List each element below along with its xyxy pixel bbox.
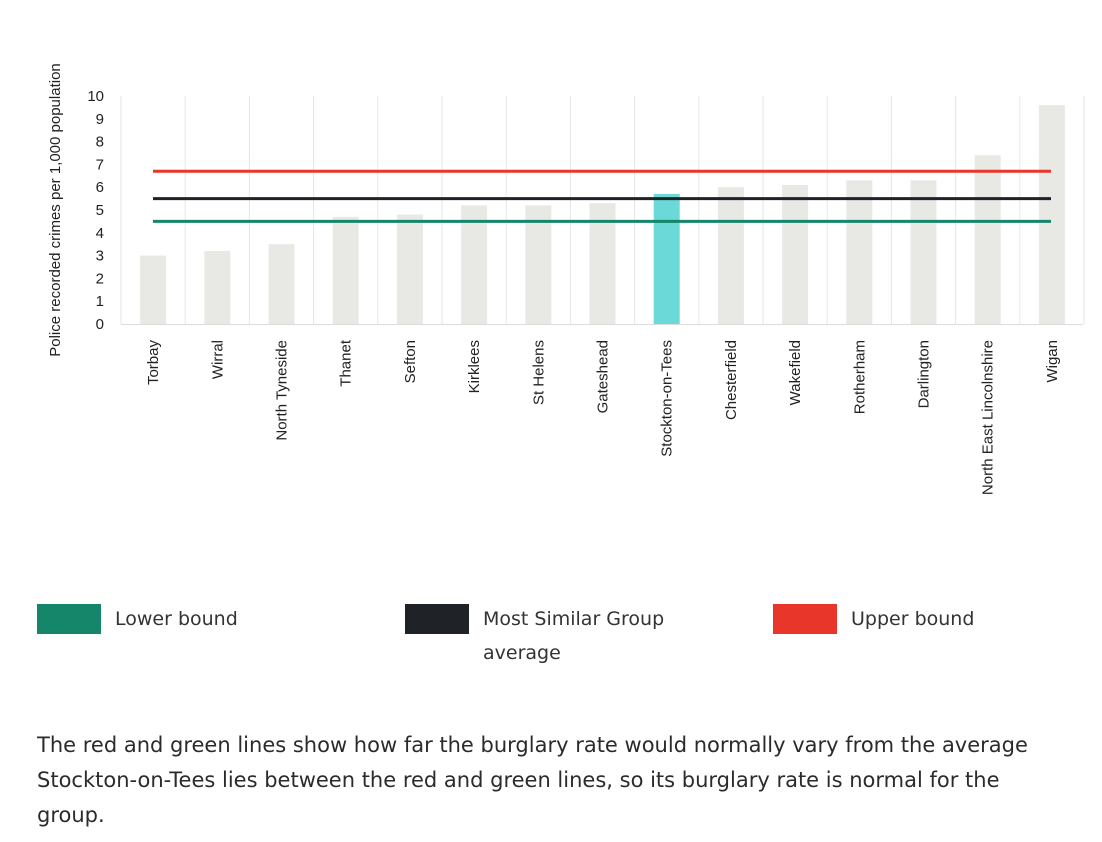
y-tick-label: 10: [87, 88, 104, 105]
bar-darlington: [910, 180, 937, 324]
y-tick-label: 0: [96, 316, 104, 333]
x-category-label: Wigan: [1044, 340, 1061, 383]
x-category-label: Gateshead: [595, 340, 612, 413]
legend-label-average-line2: average: [483, 642, 561, 664]
bar-torbay: [140, 255, 167, 324]
y-tick-label: 2: [96, 270, 104, 287]
bar-st-helens: [525, 205, 552, 324]
chart-legend: Lower bound Most Similar Group average U…: [0, 604, 1102, 684]
bar-sefton: [396, 214, 423, 324]
legend-label-average: Most Similar Group average: [483, 602, 693, 670]
bar-wigan: [1038, 105, 1065, 325]
x-category-label: Wirral: [209, 340, 226, 379]
chart-explanation-text: The red and green lines show how far the…: [37, 728, 1097, 833]
y-tick-label: 5: [96, 202, 104, 219]
bar-rotherham: [846, 180, 873, 324]
x-category-label: Darlington: [916, 340, 933, 408]
legend-label-lower-bound: Lower bound: [115, 608, 238, 630]
bar-wirral: [204, 251, 231, 324]
x-category-label: North East Lincolnshire: [980, 340, 997, 495]
legend-swatch-upper-bound: [773, 604, 837, 634]
caption-line-1: The red and green lines show how far the…: [37, 733, 1028, 757]
legend-item-average: Most Similar Group average: [405, 604, 693, 670]
bar-kirklees: [461, 205, 488, 324]
x-category-label: Rotherham: [851, 340, 868, 414]
x-category-label: Torbay: [145, 340, 162, 386]
legend-label-average-line1: Most Similar Group: [483, 608, 665, 630]
caption-line-3: group.: [37, 803, 105, 827]
x-category-label: Chesterfield: [723, 340, 740, 420]
x-category-label: Wakefield: [787, 340, 804, 405]
bar-gateshead: [589, 203, 616, 324]
x-category-label: Sefton: [402, 340, 419, 383]
x-category-label: North Tyneside: [274, 340, 291, 441]
legend-swatch-lower-bound: [37, 604, 101, 634]
legend-item-upper-bound: Upper bound: [773, 604, 1061, 636]
y-tick-label: 4: [96, 225, 104, 242]
caption-line-2: Stockton-on-Tees lies between the red an…: [37, 768, 1000, 792]
legend-swatch-average: [405, 604, 469, 634]
x-category-label: Thanet: [338, 339, 355, 387]
x-category-label: Kirklees: [466, 340, 483, 393]
bar-wakefield: [782, 184, 809, 324]
bar-chart: 0 1 2 3 4 5 6 7 8 9 10 Police recorded crimes per 1…: [47, 63, 1085, 495]
y-tick-label: 7: [96, 156, 104, 173]
bar-thanet: [332, 216, 359, 324]
chart-area: 0 1 2 3 4 5 6 7 8 9 10 Police recorded crimes per 1…: [47, 63, 1085, 495]
legend-label-upper-bound: Upper bound: [851, 608, 975, 630]
y-tick-label: 1: [96, 293, 104, 310]
x-category-label: St Helens: [530, 340, 547, 405]
legend-item-lower-bound: Lower bound: [37, 604, 325, 636]
y-tick-label: 6: [96, 179, 104, 196]
y-tick-label: 3: [96, 248, 104, 265]
x-category-label: Stockton-on-Tees: [659, 340, 676, 457]
y-tick-label: 9: [96, 111, 104, 128]
bar-north-east-lincolnshire: [974, 155, 1001, 324]
y-tick-label: 8: [96, 134, 104, 151]
bar-chesterfield: [717, 187, 744, 324]
y-axis-title: Police recorded crimes per 1,000 populat…: [47, 63, 64, 357]
bar-north-tyneside: [268, 244, 295, 324]
bar-stockton-on-tees: [653, 194, 680, 324]
